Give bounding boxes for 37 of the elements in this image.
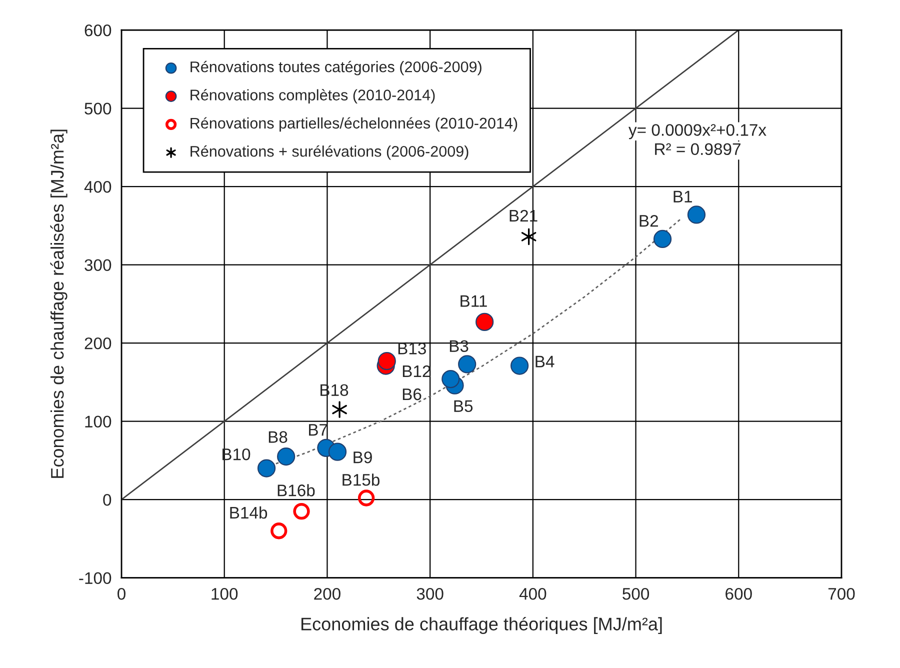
- annotation: B15b: [342, 474, 380, 486]
- legend-label: Rénovations toutes catégories (2006-2009): [190, 60, 482, 76]
- annotation: B1: [674, 190, 692, 202]
- y-tick-label: -100: [79, 572, 112, 584]
- annotation: B16b: [278, 484, 315, 496]
- x-tick-label: 500: [622, 588, 650, 600]
- annotation: B8: [268, 431, 288, 443]
- annotation: B13: [398, 342, 426, 354]
- y-tick-label: 200: [84, 337, 112, 350]
- annotation: B5: [454, 400, 473, 412]
- annotation: B9: [354, 451, 372, 464]
- annotation: B4: [536, 356, 554, 368]
- annotation: y= 0.0009x²+0.17x: [628, 124, 766, 140]
- y-axis-title: Economies de chauffage réalisées [MJ/m²a]: [50, 130, 68, 478]
- y-tick-label: 100: [85, 416, 112, 428]
- x-tick-label: 600: [726, 588, 752, 600]
- annotation: B6: [402, 388, 422, 400]
- legend-label: Rénovations + surélévations (2006-2009): [190, 145, 468, 160]
- annotation: B3: [450, 340, 468, 352]
- y-tick-label: 400: [84, 180, 112, 193]
- y-tick-label: 300: [84, 259, 112, 272]
- x-tick-label: 200: [314, 588, 340, 600]
- x-tick-label: 100: [212, 588, 238, 600]
- legend-label: Rénovations complètes (2010-2014): [190, 89, 435, 104]
- x-tick-label: 300: [416, 588, 444, 600]
- annotation: B14b: [230, 506, 268, 519]
- x-axis-title: Economies de chauffage théoriques [MJ/m²a]: [302, 616, 662, 634]
- x-tick-label: 0: [118, 588, 126, 600]
- annotation: R² = 0.9897: [655, 143, 740, 156]
- y-tick-label: 600: [84, 24, 112, 36]
- y-tick-label: 500: [84, 102, 112, 115]
- y-tick-label: 0: [103, 494, 112, 506]
- legend-label: Rénovations partielles/échelonnées (2010-2014): [190, 117, 518, 132]
- x-tick-label: 400: [519, 588, 546, 600]
- x-tick-label: 700: [828, 588, 855, 600]
- annotation: B11: [460, 295, 487, 307]
- annotation: B2: [640, 214, 658, 227]
